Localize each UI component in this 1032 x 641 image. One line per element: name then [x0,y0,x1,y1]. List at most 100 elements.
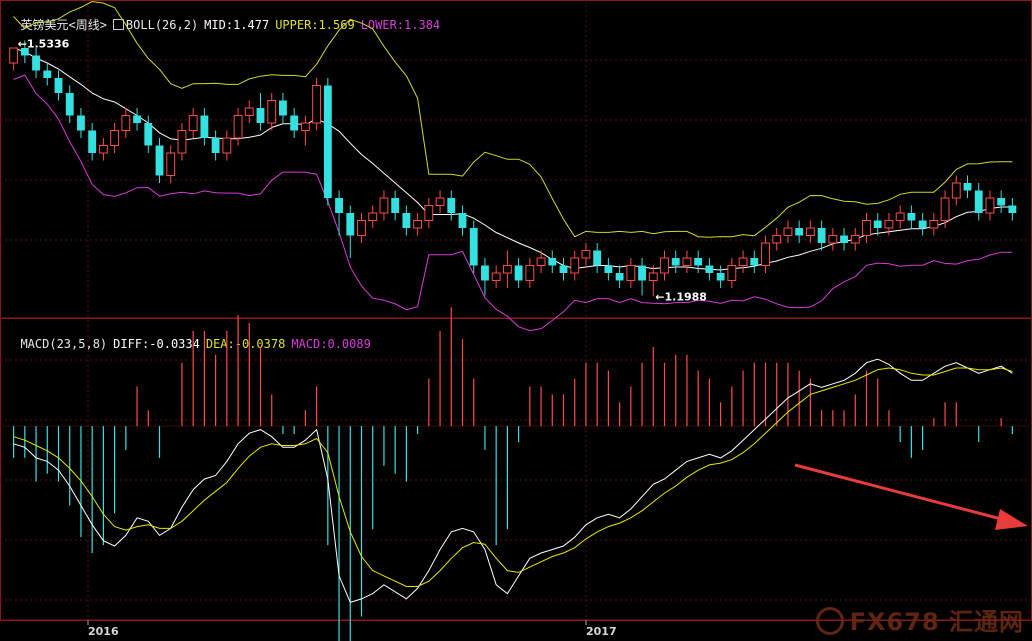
candle [604,258,613,281]
candle-body-up [121,115,131,131]
candle [458,205,467,236]
candle [907,205,916,228]
candle [211,130,220,161]
candle [88,123,97,161]
candle-body-down [200,115,209,138]
boll-lower-value: LOWER:1.384 [360,18,441,32]
candle-body-up [166,152,176,176]
candle [133,108,141,131]
candle [581,243,591,266]
macd-indicator-label[interactable]: MACD(23,5,8) [20,337,108,351]
candle-body-down [671,258,680,266]
candle-body-up [783,227,793,236]
candle-body-up [536,257,546,266]
indicator-icon[interactable] [112,19,124,30]
candle [873,213,882,236]
watermark-text: FX678 汇通网 [849,608,1024,636]
candle-body-up [188,115,198,131]
boll-indicator-label[interactable]: BOLL(26,2) [125,18,199,32]
candle [481,258,489,296]
trend-arrow-shaft [794,463,1006,522]
macd-diff-value: DIFF:-0.0334 [113,337,200,351]
candle [32,48,40,78]
candle [963,175,972,198]
candle [200,108,209,146]
candle [413,213,423,236]
candle-body-up [761,242,770,266]
candle [638,258,646,296]
candle [648,265,658,297]
candle [716,265,725,288]
candle [121,108,131,138]
candle [738,250,748,273]
candle-body-up [491,272,501,281]
macd-diff-line [13,358,1013,604]
candle-body-down [458,213,467,228]
candle [346,205,355,258]
candle [54,70,63,101]
candle-body-up [727,265,737,281]
candle-body-up [300,122,310,131]
candle [43,63,52,86]
candle-body-down [705,265,714,273]
candle [940,190,950,228]
watermark: FX678 汇通网 [815,602,1024,637]
candle [660,250,669,281]
candle-body-down [817,228,826,243]
candle [256,93,265,131]
candle [279,93,287,123]
candle [335,190,343,236]
watermark-logo-icon [815,607,844,635]
candle-body-down [548,258,557,266]
boll-mid-value: MID:1.477 [204,18,270,32]
candle-body-down [279,100,287,116]
candle [761,235,770,273]
candle-body-down [716,273,725,281]
candle-body-up [940,197,950,221]
high-value-tag: ←1.5336 [18,37,70,50]
candle [222,130,232,161]
candle-body-up [862,220,871,236]
candle [682,250,692,273]
candle [985,190,995,221]
x-axis-label-2016: 2016 [88,625,119,638]
candle [9,47,19,71]
candle-body-down [346,213,355,236]
macd-macd-value: MACD:0.0089 [291,337,371,351]
candle [570,250,580,281]
candle-body-down [481,265,489,281]
boll-upper-value: UPPER:1.569 [275,18,355,32]
candle [727,258,737,288]
candle [424,198,434,228]
candle [750,250,759,273]
candle [368,205,378,228]
candle [974,183,983,221]
candle-body-up [895,212,905,221]
macd-panel-frame [0,318,1032,621]
candle-body-up [850,235,860,244]
candle [626,258,636,288]
candle [300,115,310,146]
candle [65,85,74,123]
trend-arrow [794,463,1028,530]
candle [502,250,512,288]
candle-body-down [133,115,141,123]
candle [559,258,568,281]
candle-body-down [907,213,916,221]
candle-body-up [110,130,120,146]
candle-body-down [795,228,804,236]
candle-body-up [985,197,995,214]
low-value-tag: ←1.1988 [655,290,707,303]
candle-body-up [424,205,434,221]
candle [817,220,826,251]
boll-upper-line [13,0,1013,238]
candle-body-up [772,235,782,244]
candle-body-down [974,190,983,213]
candle [155,138,164,183]
candle-body-down [604,265,613,273]
candle-body-down [514,265,523,281]
candle-body-up [435,197,445,206]
candle [233,108,243,146]
candle-body-down [1008,205,1017,213]
